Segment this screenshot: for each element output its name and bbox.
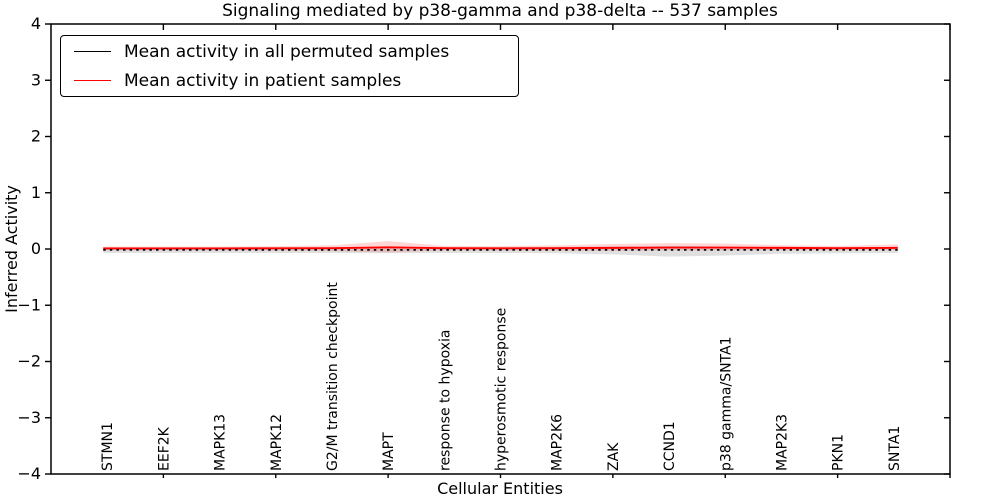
y-tick-label: 2 (31, 127, 41, 146)
chart-title: Signaling mediated by p38-gamma and p38-… (222, 1, 778, 21)
series-line-patient (103, 246, 898, 250)
x-category-label: p38 gamma/SNTA1 (718, 337, 734, 472)
x-category-label: PKN1 (831, 434, 847, 471)
legend-item-patient: Mean activity in patient samples (61, 69, 518, 93)
permuted-line-sample (74, 51, 111, 52)
x-category-label: MAP2K3 (774, 414, 790, 471)
y-tick-label: −2 (17, 352, 41, 371)
legend-item-permuted: Mean activity in all permuted samples (61, 40, 518, 64)
x-category-label: MAP2K6 (550, 414, 566, 471)
legend-box: Mean activity in all permuted samples Me… (60, 35, 519, 97)
x-category-label: G2/M transition checkpoint (325, 282, 341, 471)
x-category-label: ZAK (606, 442, 622, 471)
x-category-label: SNTA1 (887, 426, 903, 471)
patient-line-sample (74, 80, 111, 81)
x-category-label: MAPK13 (213, 414, 229, 471)
x-category-label: hyperosmotic response (494, 308, 510, 471)
y-tick-label: −4 (17, 464, 41, 483)
y-tick-label: 1 (31, 183, 41, 202)
x-category-label: response to hypoxia (437, 330, 453, 471)
legend-label-patient: Mean activity in patient samples (124, 70, 402, 91)
legend-label-permuted: Mean activity in all permuted samples (124, 41, 450, 62)
x-category-label: MAPK12 (269, 414, 285, 471)
x-axis-label: Cellular Entities (437, 479, 563, 498)
y-tick-label: 3 (31, 70, 41, 89)
y-tick-label: 4 (31, 14, 41, 33)
y-tick-label: 0 (31, 239, 41, 258)
x-category-label: EEF2K (156, 426, 172, 471)
x-category-label: STMN1 (100, 422, 116, 471)
y-tick-label: −3 (17, 408, 41, 427)
y-tick-label: −1 (17, 295, 41, 314)
x-category-label: CCND1 (662, 421, 678, 471)
x-category-label: MAPT (381, 432, 397, 471)
